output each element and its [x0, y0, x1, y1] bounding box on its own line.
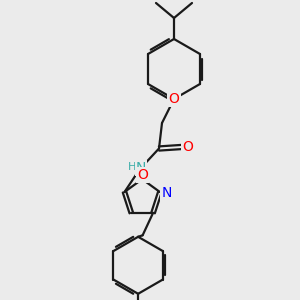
Text: O: O — [137, 168, 148, 182]
Text: N: N — [161, 186, 172, 200]
Text: O: O — [169, 92, 179, 106]
Text: O: O — [182, 140, 193, 154]
Text: N: N — [136, 161, 146, 175]
Text: H: H — [128, 162, 136, 172]
